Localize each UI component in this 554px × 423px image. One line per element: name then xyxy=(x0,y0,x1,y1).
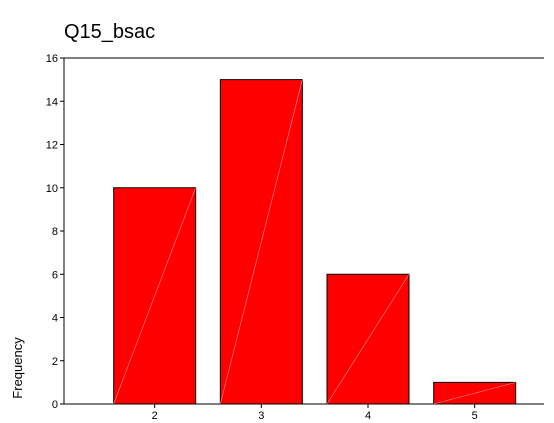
bar-hatch-line xyxy=(433,382,516,405)
y-axis-label: Frequency xyxy=(10,337,25,399)
y-tick-label: 8 xyxy=(52,226,58,238)
x-axis-ticks: 2 3 4 5 xyxy=(152,404,478,422)
y-tick-label: 2 xyxy=(52,356,58,368)
y-tick-label: 4 xyxy=(52,313,58,325)
x-tick-label: 3 xyxy=(258,410,264,422)
x-tick-label: 5 xyxy=(472,410,478,422)
y-tick-label: 6 xyxy=(52,269,58,281)
y-tick-label: 10 xyxy=(46,183,58,195)
y-tick-label: 12 xyxy=(46,140,58,152)
x-tick-label: 2 xyxy=(152,410,158,422)
y-tick-label: 16 xyxy=(46,53,58,65)
y-tick-label: 0 xyxy=(52,399,58,411)
bars xyxy=(113,79,517,405)
y-axis-ticks: 0 2 4 6 8 10 12 14 16 xyxy=(46,53,64,411)
bar-hatch-line xyxy=(326,274,410,405)
bar-hatch-line xyxy=(220,79,303,405)
chart-title: Q15_bsac xyxy=(64,21,155,43)
y-tick-label: 14 xyxy=(46,96,58,108)
x-tick-label: 4 xyxy=(365,410,371,422)
bar-hatch-line xyxy=(113,187,196,405)
